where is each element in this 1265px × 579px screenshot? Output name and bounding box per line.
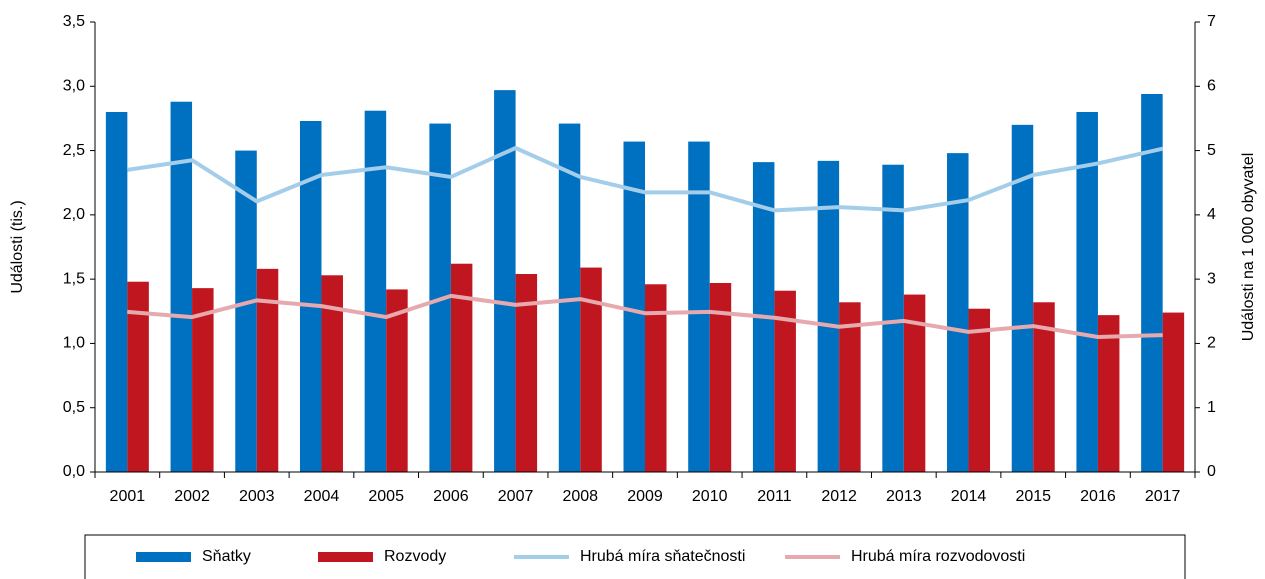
x-tick-label: 2006	[433, 488, 469, 505]
legend-label: Hrubá míra sňatečnosti	[580, 548, 745, 565]
y-tick-label: 3,5	[63, 13, 85, 30]
bar	[903, 294, 926, 472]
x-tick-label: 2012	[821, 488, 857, 505]
x-tick-label: 2005	[368, 488, 404, 505]
y2-tick-label: 2	[1207, 335, 1216, 352]
bar	[1011, 124, 1034, 472]
x-tick-label: 2017	[1145, 488, 1181, 505]
y2-tick-label: 5	[1207, 142, 1216, 159]
bar	[558, 123, 581, 473]
x-tick-label: 2007	[498, 488, 534, 505]
x-tick-label: 2011	[757, 488, 792, 505]
legend-label: Sňatky	[202, 548, 251, 565]
bar	[1097, 315, 1120, 472]
y-tick-label: 2,0	[63, 206, 85, 223]
x-tick-label: 2002	[174, 488, 210, 505]
x-tick-label: 2001	[110, 488, 146, 505]
bar	[1162, 312, 1185, 472]
legend-swatch	[136, 552, 191, 562]
x-tick-label: 2014	[951, 488, 987, 505]
legend-swatch	[318, 552, 373, 562]
bar	[839, 302, 861, 472]
bar	[774, 290, 796, 472]
x-tick-label: 2015	[1015, 488, 1051, 505]
bar	[127, 281, 149, 472]
legend-label: Rozvody	[384, 548, 446, 565]
bar	[968, 308, 991, 472]
y2-tick-label: 6	[1207, 78, 1216, 95]
x-tick-label: 2013	[886, 488, 922, 505]
line	[127, 293, 1163, 339]
y-tick-label: 0,5	[63, 399, 85, 416]
bar	[321, 275, 343, 472]
bar	[235, 150, 257, 473]
y-axis-label: Události (tis.)	[9, 200, 26, 293]
bar	[364, 110, 387, 472]
bar	[515, 274, 538, 472]
y-tick-label: 2,5	[63, 142, 85, 159]
bar	[256, 268, 279, 472]
bar	[817, 160, 840, 472]
bar	[1141, 94, 1163, 472]
y2-tick-label: 0	[1207, 463, 1216, 480]
bar	[580, 267, 602, 472]
y-tick-label: 3,0	[63, 78, 85, 95]
bar	[947, 153, 969, 472]
bar	[192, 288, 214, 472]
bar	[688, 141, 710, 473]
y2-axis-label: Události na 1 000 obyvatel	[1240, 153, 1257, 342]
bar	[882, 164, 904, 472]
bar	[299, 121, 322, 472]
x-tick-label: 2016	[1080, 488, 1116, 505]
bar	[450, 263, 473, 472]
legend-box	[84, 534, 1186, 579]
bar	[170, 101, 193, 472]
line	[127, 146, 1164, 213]
bar	[623, 141, 645, 473]
bar	[1076, 112, 1098, 472]
x-tick-label: 2003	[239, 488, 275, 505]
x-tick-label: 2010	[692, 488, 728, 505]
x-tick-label: 2008	[562, 488, 598, 505]
x-tick-label: 2009	[627, 488, 663, 505]
bar	[645, 284, 667, 472]
bar	[386, 289, 408, 472]
x-tick-label: 2004	[304, 488, 340, 505]
y2-tick-label: 7	[1207, 13, 1216, 30]
y2-tick-label: 1	[1207, 399, 1216, 416]
bar	[1033, 302, 1055, 472]
bar	[105, 112, 128, 472]
y2-tick-label: 3	[1207, 270, 1216, 287]
y-tick-label: 1,0	[63, 335, 85, 352]
bar	[494, 90, 516, 473]
bar	[709, 283, 732, 472]
y-tick-label: 1,5	[63, 270, 85, 287]
legend-label: Hrubá míra rozvodovosti	[851, 548, 1025, 565]
y2-tick-label: 4	[1207, 206, 1216, 223]
y-tick-label: 0,0	[63, 463, 85, 480]
